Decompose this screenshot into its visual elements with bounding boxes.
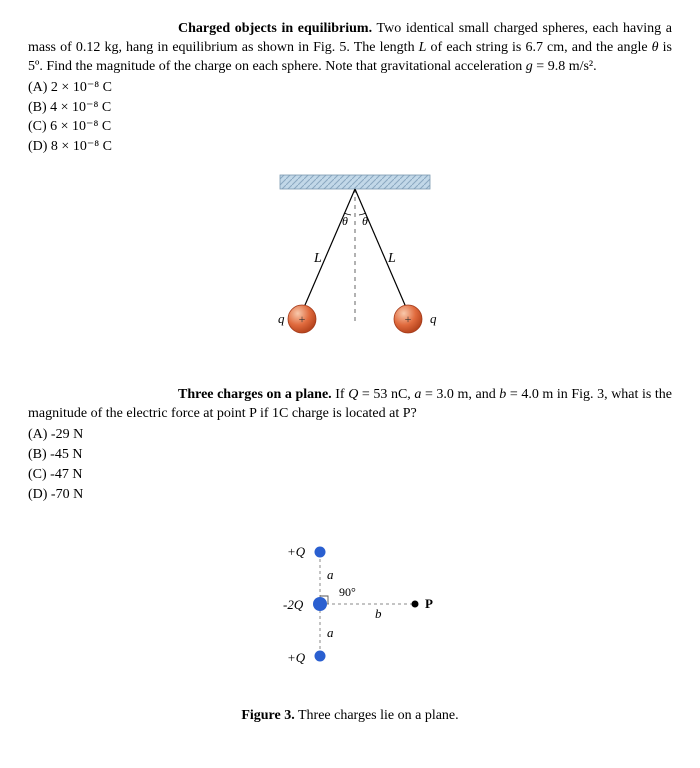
p2-Qv: = 53 nC, [358,387,414,402]
p1-theta: θ [652,40,659,55]
fig3-angle: 90° [339,585,356,599]
p1-opt-c: (C) 6 × 10⁻⁸ C [28,118,672,137]
p1-title: Charged objects in equilibrium. [178,21,372,36]
fig1-plus-r: + [405,312,412,326]
fig1-L-right: L [387,251,396,266]
p2-opt-a: (A) -29 N [28,426,672,445]
p2-options: (A) -29 N (B) -45 N (C) -47 N (D) -70 N [28,426,672,505]
p1-opt-b: (B) 4 × 10⁻⁸ C [28,99,672,118]
fig1-L-left: L [313,251,322,266]
p1-t2: of each string is 6.7 cm, and the angle [426,40,651,55]
fig3-caption: Figure 3. Three charges lie on a plane. [28,707,672,726]
fig1-q-left: q [278,311,285,326]
p2-opt-c: (C) -47 N [28,466,672,485]
p2-t1: If [332,387,349,402]
p2-Q: Q [348,387,358,402]
p1-opt-a: (A) 2 × 10⁻⁸ C [28,79,672,98]
fig3-plusQ-top: +Q [287,544,306,559]
fig3-cap-bold: Figure 3. [241,708,294,723]
problem1-text: Charged objects in equilibrium. Two iden… [28,20,672,77]
p2-av: = 3.0 m, and [421,387,499,402]
fig3-P: P [425,596,433,611]
p1-gv: = 9.8 m/s². [533,59,597,74]
fig1-theta-l: θ [342,214,348,228]
p1-g: g [526,59,533,74]
fig3-a-top: a [327,567,334,582]
p2-title: Three charges on a plane. [178,387,332,402]
p2-opt-d: (D) -70 N [28,486,672,505]
fig3-minus2Q: -2Q [283,597,304,612]
p2-opt-b: (B) -45 N [28,446,672,465]
figure-1: θ θ L L + + q q [28,167,672,364]
figure-3: +Q -2Q +Q a a b 90° P Figure 3. Three ch… [28,514,672,726]
fig1-theta-r: θ [362,214,368,228]
problem2-text: Three charges on a plane. If Q = 53 nC, … [28,386,672,424]
fig3-plusQ-bot: +Q [287,650,306,665]
p1-opt-d: (D) 8 × 10⁻⁸ C [28,138,672,157]
fig3-cap-rest: Three charges lie on a plane. [295,708,459,723]
fig3-b: b [375,606,382,621]
fig3-a-bot: a [327,625,334,640]
fig1-q-right: q [430,311,437,326]
p1-options: (A) 2 × 10⁻⁸ C (B) 4 × 10⁻⁸ C (C) 6 × 10… [28,79,672,158]
fig1-plus-l: + [299,312,306,326]
